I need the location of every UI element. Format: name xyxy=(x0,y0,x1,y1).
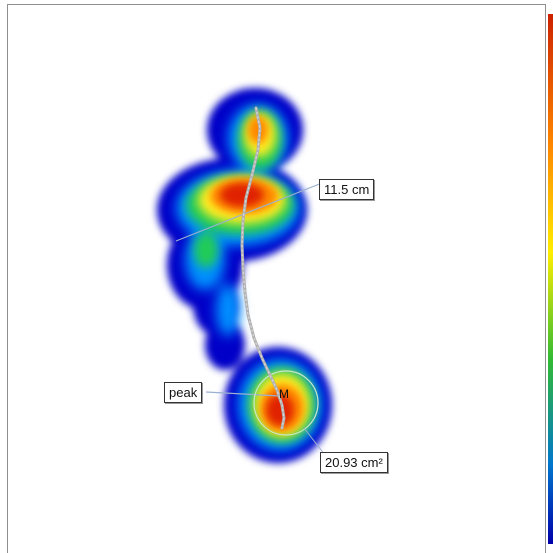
width-label[interactable]: 11.5 cm xyxy=(319,179,375,200)
area-leader-line xyxy=(303,427,326,456)
peak-label[interactable]: peak xyxy=(164,382,203,403)
trajectory-points xyxy=(241,107,285,429)
center-of-pressure-path-icon xyxy=(240,106,286,430)
color-scale-bar xyxy=(548,14,553,544)
area-outline xyxy=(253,370,319,436)
area-label[interactable]: 20.93 cm² xyxy=(320,452,388,473)
panel-frame xyxy=(7,4,546,553)
peak-marker: M xyxy=(279,387,289,401)
width-measure-line xyxy=(175,182,323,242)
peak-leader-line xyxy=(205,391,281,397)
footprint-heatmap-icon xyxy=(157,88,332,463)
